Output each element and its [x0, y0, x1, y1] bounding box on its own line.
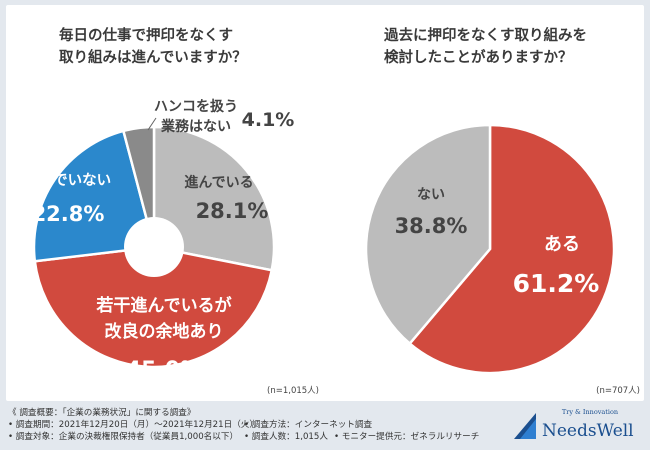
chart1-slice-1-label: 若干進んでいるが	[95, 295, 231, 316]
chart1-slice-2	[32, 129, 156, 263]
footer-summary: 《 調査概要：「企業の業務状況」に関する調査》	[8, 408, 196, 418]
chart1-slice-3-value: 4.1%	[242, 109, 295, 131]
chart2-slice-0	[408, 123, 616, 375]
chart2-slice-1-label: ない	[417, 187, 445, 203]
chart2-sample-size: (n=707人)	[596, 386, 640, 396]
footer-provider: • モニター提供元：ゼネラルリサーチ	[334, 432, 480, 442]
chart1-slice-0-label: 進んでいる	[184, 175, 253, 191]
chart1-slice-1	[33, 245, 274, 369]
logo-name: NeedsWell	[542, 421, 634, 441]
footer-period: • 調査期間：2021年12月20日（月）〜2021年12月21日（火）	[8, 420, 258, 430]
chart1-slice-2-label: 進んでいない	[25, 172, 111, 189]
chart1-slice-0	[152, 125, 276, 272]
chart1-slice-1-label: 改良の余地あり	[105, 321, 224, 342]
footer-target: • 調査対象：企業の決裁権限保持者（従業員1,000名以下）	[8, 432, 239, 442]
chart1-slice-3	[121, 125, 156, 248]
chart1-slice-2-value: 22.8%	[32, 202, 105, 226]
chart-card: 毎日の仕事で押印をなくす 取り組みは進んでいますか？ 過去に押印をなくす取り組み…	[6, 5, 644, 401]
footer-method: • 調査方法：インターネット調査	[244, 420, 373, 430]
chart2-slice-0-value: 61.2%	[513, 269, 600, 298]
chart2-title-line1: 過去に押印をなくす取り組みを	[384, 28, 587, 44]
chart1-title-line2: 取り組みは進んでいますか？	[59, 50, 247, 66]
logo-tagline: Try & Innovation	[562, 408, 618, 416]
needswell-logo: Try & Innovation NeedsWell	[514, 408, 634, 441]
chart1-donut-hole	[124, 217, 184, 277]
chart1-title-line1: 毎日の仕事で押印をなくす	[59, 28, 233, 44]
chart1-leader-line	[147, 117, 157, 131]
chart1-slice-3-label: ハンコを扱う	[154, 98, 238, 115]
chart2-title-line2: 検討したことがありますか？	[384, 50, 573, 66]
chart1-slice-1-value: 45.0%	[126, 358, 202, 383]
chart1-slice-3-label: 業務はない	[160, 118, 231, 135]
chart2-slice-1-value: 38.8%	[395, 214, 468, 238]
chart2-pie: ある 61.2% ない 38.8%	[364, 123, 616, 375]
chart1-sample-size: (n=1,015人)	[267, 386, 319, 396]
chart1-slice-0-value: 28.1%	[196, 199, 269, 223]
footer-count: • 調査人数：1,015人	[244, 432, 328, 442]
chart2-slice-0-label: ある	[544, 234, 580, 255]
logo-mark-light	[520, 419, 536, 439]
chart2-slice-1	[364, 123, 492, 346]
